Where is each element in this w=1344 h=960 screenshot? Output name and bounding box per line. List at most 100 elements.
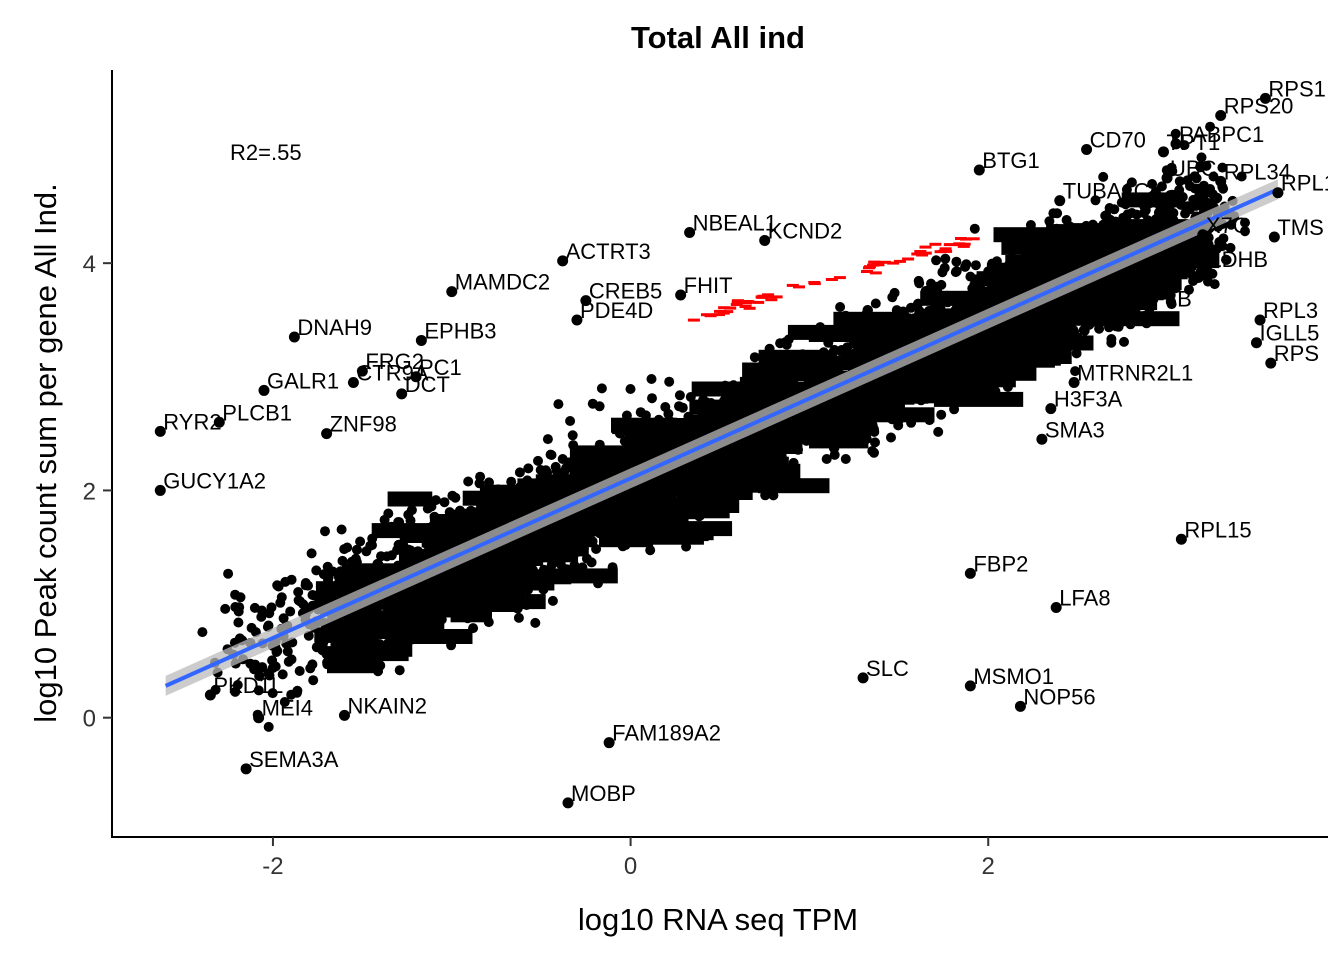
- data-point: [253, 685, 264, 696]
- overlapping-label-mass: [820, 413, 877, 429]
- data-point: [867, 446, 878, 456]
- labeled-point-btg1: [973, 164, 985, 176]
- overlapping-label-mass: [1046, 224, 1094, 240]
- data-point: [835, 302, 846, 312]
- point-label: RYR2: [163, 409, 221, 434]
- data-point: [1098, 171, 1109, 182]
- point-label: FBP2: [973, 551, 1028, 576]
- highlight-mark: [916, 253, 929, 257]
- data-point: [1240, 226, 1250, 237]
- data-point: [970, 260, 981, 271]
- highlight-mark: [967, 237, 980, 241]
- overlapping-label-mass: [493, 502, 537, 518]
- labeled-point-znf98: [321, 428, 333, 440]
- data-point: [278, 613, 289, 624]
- labeled-point-rpl34: [1215, 175, 1227, 187]
- y-tick-label: 0: [83, 706, 96, 733]
- point-label: RPS20: [1224, 93, 1294, 118]
- data-point: [1212, 243, 1222, 254]
- overlapping-label-mass: [965, 353, 1032, 369]
- labeled-point-fhit: [675, 289, 687, 301]
- data-point: [1126, 177, 1137, 188]
- labeled-point-mamdc2: [446, 286, 458, 298]
- labeled-point-h3f3a: [1045, 403, 1057, 415]
- data-point: [1179, 140, 1190, 151]
- labeled-point-rpl1: [1272, 187, 1284, 199]
- point-label: LFA8: [1059, 585, 1110, 610]
- data-point: [780, 337, 791, 348]
- data-point: [567, 430, 578, 441]
- highlight-mark: [929, 242, 942, 246]
- highlight-mark: [786, 283, 799, 287]
- data-point: [223, 568, 234, 579]
- labeled-point-ephb3: [415, 334, 427, 346]
- data-point: [1189, 171, 1200, 182]
- highlight-mark: [938, 249, 951, 253]
- point-label: KCND2: [768, 218, 843, 243]
- labeled-point-nop56: [1014, 700, 1026, 712]
- data-point: [931, 255, 942, 266]
- x-tick-label: -2: [262, 853, 283, 880]
- point-label: ACTRT3: [566, 239, 651, 264]
- data-point: [530, 617, 541, 628]
- data-point: [1225, 242, 1236, 253]
- highlight-mark: [731, 300, 744, 304]
- data-point: [933, 426, 944, 437]
- labeled-point-nkain2: [338, 709, 350, 721]
- data-point: [311, 565, 322, 576]
- highlight-mark: [742, 300, 755, 304]
- point-label: NKAIN2: [347, 693, 426, 718]
- overlapping-label-mass: [664, 503, 730, 519]
- highlight-mark: [919, 245, 932, 249]
- labeled-point-tpt1: [1157, 146, 1169, 158]
- x-axis-ticks: -2 0 2: [262, 837, 995, 880]
- data-point: [1240, 217, 1250, 228]
- y-axis-title: log10 Peak count sum per gene All Ind.: [28, 183, 63, 722]
- labeled-point-kcnd2: [759, 234, 771, 246]
- point-label: NOP56: [1023, 684, 1095, 709]
- data-point: [1174, 176, 1185, 187]
- data-point: [254, 671, 265, 681]
- data-point: [914, 278, 925, 289]
- data-point: [951, 256, 962, 267]
- point-label: X7C: [1206, 213, 1249, 238]
- labeled-point-rpl15: [1175, 533, 1187, 545]
- overlapping-label-mass: [505, 487, 581, 503]
- point-label: GUCY1A2: [163, 468, 266, 493]
- highlight-mark: [739, 305, 752, 308]
- labeled-point-mtrnr2l1: [1068, 376, 1080, 388]
- labeled-point-slc: [857, 672, 869, 684]
- labeled-point-ryr2: [154, 425, 166, 437]
- data-point: [439, 497, 450, 508]
- highlight-mark: [863, 266, 875, 270]
- overlapping-label-mass: [920, 290, 999, 306]
- highlight-mark: [919, 251, 932, 255]
- point-label: LDHB: [1209, 247, 1268, 272]
- data-point: [1121, 184, 1132, 195]
- highlight-band: [687, 237, 980, 322]
- labeled-point-mobp: [562, 797, 574, 809]
- data-point: [308, 675, 319, 686]
- point-label: NBEAL1: [693, 210, 777, 235]
- overlapping-label-mass: [758, 349, 828, 365]
- data-point: [318, 569, 329, 580]
- point-label: RPL34: [1224, 159, 1291, 184]
- data-point: [307, 600, 318, 611]
- highlight-mark: [756, 295, 769, 299]
- overlapping-label-mass: [535, 474, 605, 490]
- point-label: PABPC1: [1179, 122, 1264, 147]
- point-label: RPS: [1274, 341, 1319, 366]
- data-point: [513, 612, 524, 623]
- x-tick-label: 0: [624, 853, 637, 880]
- labeled-point-actrt3: [557, 255, 569, 267]
- data-point: [1217, 162, 1228, 173]
- data-point: [1195, 162, 1206, 173]
- highlight-mark: [914, 250, 927, 253]
- data-point: [937, 267, 948, 278]
- overlapping-label-mass: [809, 433, 869, 449]
- highlight-mark: [717, 311, 730, 315]
- highlight-mark: [701, 313, 713, 317]
- highlight-mark: [958, 242, 971, 246]
- data-point: [647, 393, 657, 404]
